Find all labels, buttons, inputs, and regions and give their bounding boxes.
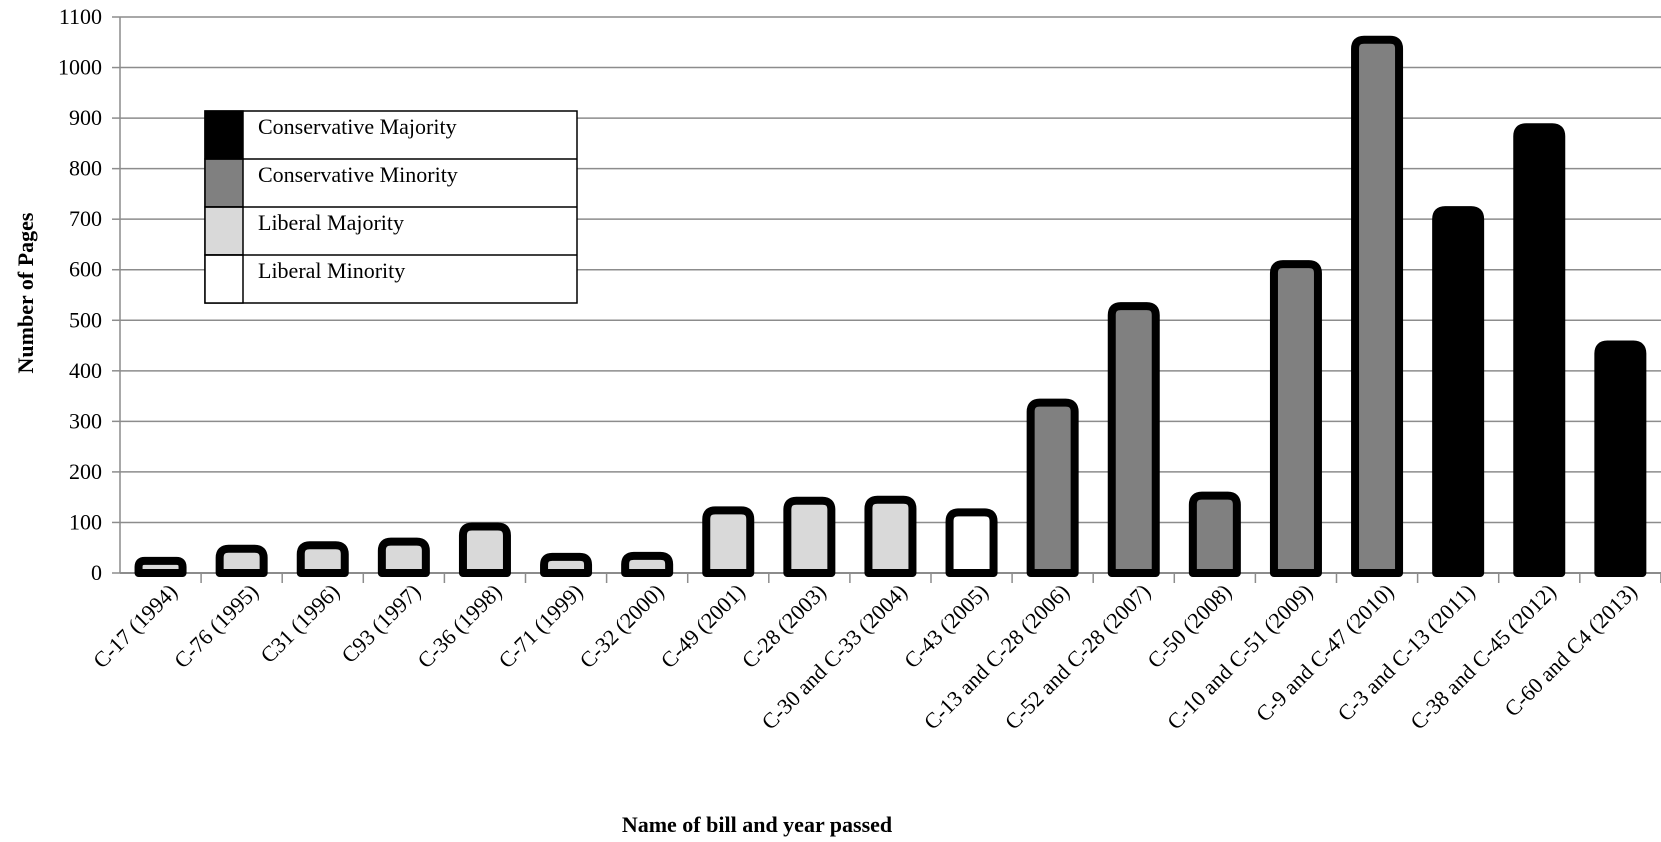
legend-label: Liberal Majority [258,210,404,235]
bar [1351,35,1404,577]
y-tick-label: 600 [69,257,102,282]
x-tick-label: C-52 and C-28 (2007) [1000,579,1156,735]
y-tick-labels: 0 100 200 300 400 500 600 700 800 900 1000 1100 [58,4,102,585]
y-tick-label: 500 [69,307,102,332]
x-tick-label: C-71 (1999) [493,579,587,673]
x-tick-labels: C-17 (1994)C-76 (1995)C31 (1996)C93 (199… [88,579,1642,735]
y-tick-label: 800 [69,156,102,181]
x-tick-label: C-36 (1998) [412,579,506,673]
bar [783,496,836,577]
legend-swatch [204,110,244,160]
bar [702,506,755,577]
x-tick-label: C-49 (2001) [656,579,750,673]
y-tick-label: 700 [69,206,102,231]
legend-swatch [204,254,244,304]
legend-swatch [204,158,244,208]
bar [1269,260,1322,577]
bars [134,35,1647,577]
x-tick-label: C-3 and C-13 (2011) [1333,579,1480,726]
legend-swatch [204,206,244,256]
y-tick-label: 100 [69,509,102,534]
bar [945,508,998,577]
bar [1594,340,1647,577]
x-tick-label: C-10 and C-51 (2009) [1162,579,1318,735]
y-tick-label: 1100 [59,4,102,29]
x-tick-label: C-30 and C-33 (2004) [756,579,912,735]
legend-label: Liberal Minority [258,258,405,283]
y-tick-label: 200 [69,459,102,484]
bar [134,556,187,577]
y-axis-title: Number of Pages [13,212,38,373]
bar [1188,491,1241,577]
bar [1513,123,1566,577]
y-tick-label: 300 [69,408,102,433]
y-tick-label: 1000 [58,55,102,80]
x-tick-label: C-13 and C-28 (2006) [919,579,1075,735]
bar [540,552,593,577]
bar [377,537,430,577]
x-tick-label: C31 (1996) [255,579,344,668]
x-tick-label: C-76 (1995) [169,579,263,673]
y-tick-label: 400 [69,358,102,383]
y-tick-label: 0 [91,560,102,585]
legend-label: Conservative Majority [258,114,457,139]
x-axis-title: Name of bill and year passed [622,812,892,837]
x-tick-label: C-9 and C-47 (2010) [1251,579,1399,727]
bar [1432,206,1485,577]
x-tick-label: C-17 (1994) [88,579,182,673]
bar [215,544,268,577]
bar [1026,398,1079,577]
bar [864,495,917,577]
legend-label: Conservative Minority [258,162,458,187]
bar [296,541,349,577]
x-tick-label: C-38 and C-45 (2012) [1405,579,1561,735]
bar [621,551,674,577]
y-tick-label: 900 [69,105,102,130]
x-tick-label: C-32 (2000) [575,579,669,673]
bar [458,522,511,577]
legend: Conservative Majority Conservative Minori… [204,110,578,304]
bar [1107,302,1160,577]
